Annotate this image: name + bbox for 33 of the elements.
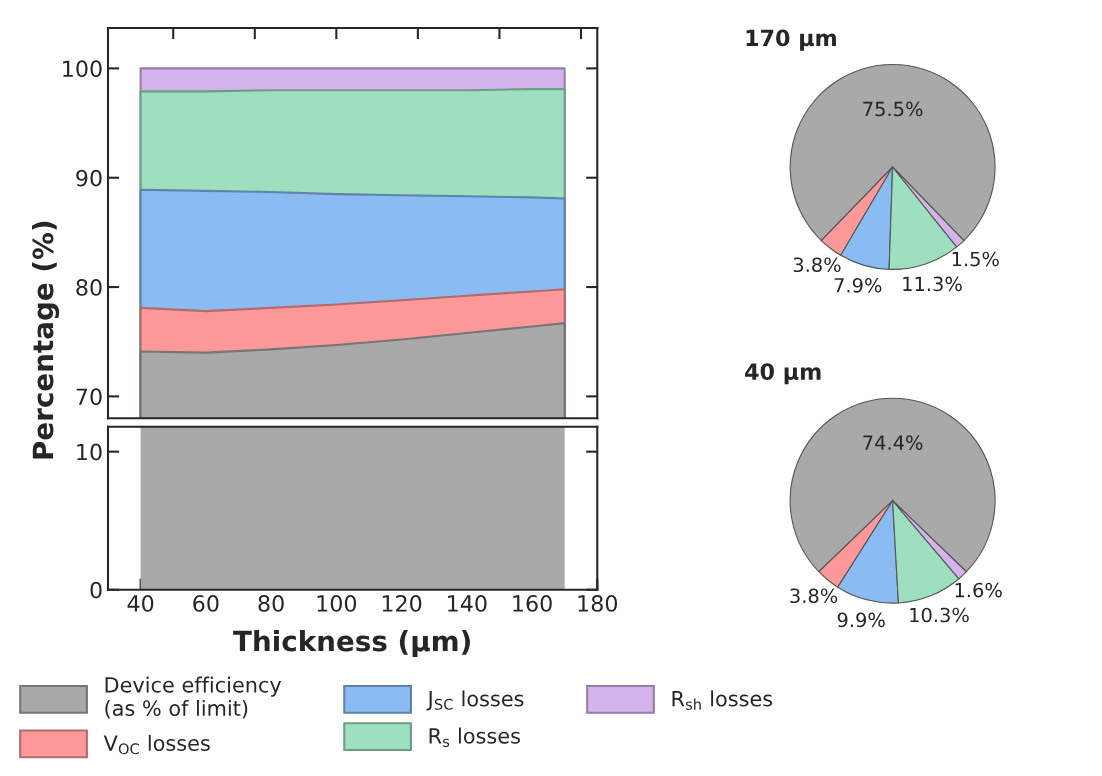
legend-label: Device efficiency (as % of limit)	[105, 676, 282, 719]
x-tick-label: 160	[513, 595, 552, 612]
y-tick-label: 10	[77, 443, 102, 461]
x-tick-label: 120	[382, 595, 422, 612]
data-label: 11.3%	[903, 276, 962, 292]
data-label: 1.6%	[955, 582, 1002, 598]
x-tick-label: 140	[448, 595, 487, 612]
y-tick-label: 80	[76, 279, 102, 296]
data-label: 1.5%	[952, 251, 999, 267]
x-axis-title: Thickness (µm)	[233, 630, 470, 657]
legend-label: V$_{OC}$ losses	[103, 734, 210, 755]
y-tick-label: 90	[76, 169, 102, 187]
data-label: 3.8%	[790, 588, 838, 604]
x-tick-label: 60	[193, 595, 219, 612]
data-label: 75.5%	[863, 101, 923, 117]
chart-title: 40 µm	[745, 363, 821, 385]
y-tick-label: 100	[63, 60, 102, 78]
data-label: 7.9%	[834, 277, 882, 293]
data-label: 3.8%	[793, 257, 841, 273]
data-label: 9.9%	[837, 612, 885, 628]
y-axis-title: Percentage (%)	[32, 221, 60, 459]
legend-label: J$_{SC}$ losses	[426, 690, 524, 711]
legend-label: R$_{s}$ losses	[429, 727, 520, 748]
y-tick-label: 0	[90, 581, 102, 599]
y-tick-label: 70	[76, 388, 102, 406]
legend-label: R$_{sh}$ losses	[672, 690, 773, 710]
x-tick-label: 180	[578, 595, 618, 612]
data-label: 10.3%	[910, 607, 969, 623]
x-tick-label: 100	[317, 595, 357, 612]
x-tick-label: 80	[258, 595, 284, 612]
chart-title: 170 µm	[746, 29, 836, 51]
data-label: 74.4%	[863, 435, 923, 450]
x-tick-label: 40	[127, 595, 154, 612]
